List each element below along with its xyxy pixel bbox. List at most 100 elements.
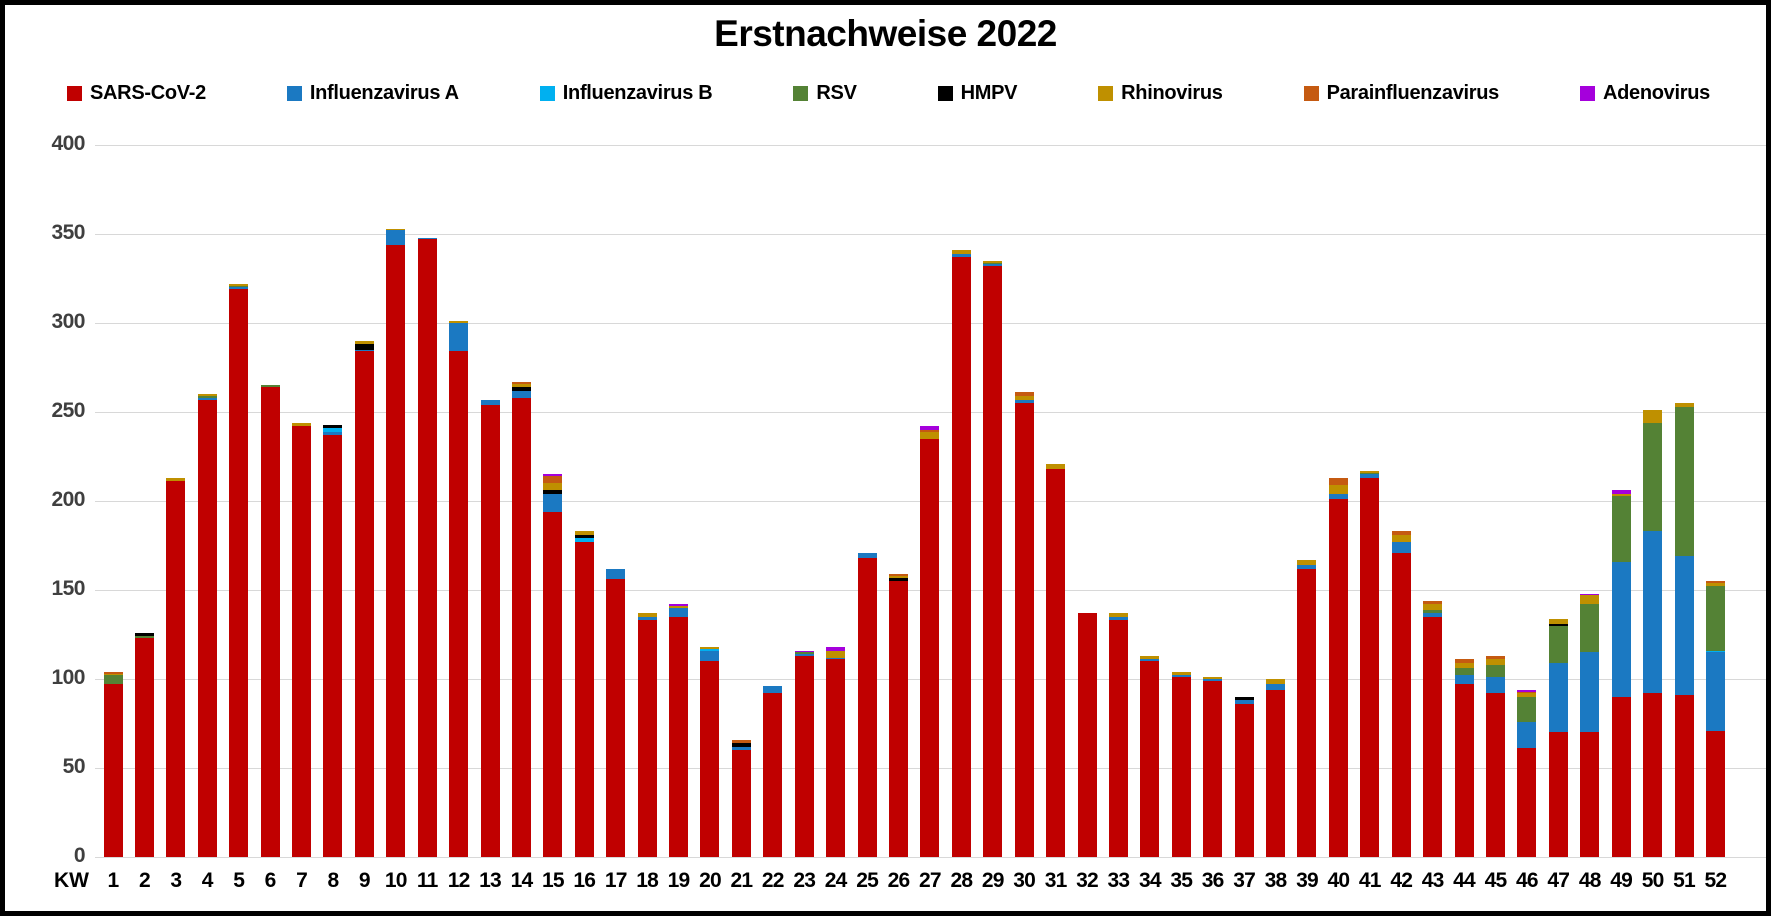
- bar-segment-influenzavirus-a: [229, 287, 249, 290]
- bar-segment-sars-cov-2: [1234, 703, 1254, 857]
- x-axis-label-week-35: 35: [1170, 869, 1193, 892]
- bar-segment-rsv: [197, 396, 217, 398]
- bar-segment-sars-cov-2: [449, 351, 469, 857]
- bar-segment-influenzavirus-a: [1297, 565, 1317, 569]
- x-axis-label-week-15: 15: [541, 869, 565, 892]
- bar-week-16: [574, 531, 594, 857]
- x-axis-label-week-29: 29: [981, 869, 1005, 892]
- legend-swatch-icon: [793, 85, 809, 101]
- bar-week-23: [794, 650, 814, 857]
- bar-segment-rhinovirus: [983, 260, 1003, 263]
- legend-swatch-icon: [67, 85, 82, 101]
- bar-segment-parainfluenzavirus: [1423, 600, 1443, 605]
- bar-segment-rhinovirus: [511, 383, 531, 388]
- x-axis-label-week-2: 2: [138, 869, 151, 892]
- gridline-y-400: [95, 144, 1766, 146]
- bar-week-30: [1014, 392, 1034, 857]
- bar-segment-influenzavirus-a: [1360, 474, 1380, 478]
- bar-week-25: [857, 552, 877, 857]
- bar-segment-sars-cov-2: [480, 404, 500, 857]
- bar-segment-adenovirus: [1611, 490, 1631, 494]
- bar-segment-parainfluenzavirus: [920, 429, 940, 432]
- legend-label: Influenzavirus A: [309, 81, 459, 104]
- x-axis-label-week-22: 22: [761, 869, 785, 892]
- x-axis-label-week-33: 33: [1107, 869, 1131, 892]
- bar-segment-parainfluenzavirus: [1454, 659, 1474, 664]
- bar-week-4: [197, 394, 217, 857]
- bar-segment-influenzavirus-a: [511, 390, 531, 398]
- legend-item-sars-cov-2: SARS-CoV-2: [67, 82, 206, 105]
- bar-segment-rhinovirus: [166, 477, 186, 482]
- bar-segment-sars-cov-2: [292, 426, 312, 857]
- bar-segment-rsv: [103, 675, 123, 685]
- bar-segment-sars-cov-2: [1454, 684, 1474, 857]
- bar-week-2: [134, 632, 154, 857]
- x-axis-label-week-46: 46: [1516, 869, 1539, 892]
- bar-week-7: [292, 422, 312, 857]
- bar-segment-rhinovirus: [103, 673, 123, 676]
- bar-segment-influenzavirus-a: [1108, 616, 1128, 621]
- plot-area: [95, 144, 1766, 858]
- bar-week-20: [700, 647, 720, 857]
- x-axis-label-week-19: 19: [667, 869, 691, 892]
- bar-segment-hmpv: [354, 344, 374, 350]
- bar-segment-influenzavirus-a: [1454, 675, 1474, 685]
- y-axis-tick-label: 350: [51, 221, 85, 244]
- x-axis-label-week-14: 14: [510, 869, 534, 892]
- bar-segment-sars-cov-2: [606, 579, 626, 857]
- bar-segment-hmpv: [889, 577, 908, 582]
- x-axis-label-week-30: 30: [1013, 869, 1036, 892]
- bar-segment-rhinovirus: [354, 340, 374, 345]
- bar-week-19: [669, 604, 689, 857]
- bar-week-3: [166, 477, 186, 857]
- legend-item-influenzavirus-b: Influenzavirus B: [539, 82, 713, 105]
- legend: SARS-CoV-2 Influenzavirus A Influenzavirus…: [67, 79, 1710, 107]
- legend-item-parainfluenzavirus: Parainfluenzavirus: [1303, 82, 1499, 105]
- bar-segment-influenzavirus-a: [669, 607, 689, 617]
- x-axis-label-week-34: 34: [1138, 869, 1162, 892]
- bar-segment-hmpv: [134, 632, 154, 637]
- bar-segment-sars-cov-2: [1643, 693, 1663, 857]
- bar-segment-influenzavirus-a: [197, 397, 217, 400]
- bar-segment-sars-cov-2: [1297, 568, 1317, 857]
- bar-segment-influenzavirus-a: [1014, 399, 1034, 404]
- bar-segment-rsv: [229, 285, 249, 288]
- legend-swatch-icon: [1098, 85, 1114, 101]
- bar-segment-sars-cov-2: [1266, 689, 1286, 857]
- bar-segment-rhinovirus: [951, 250, 971, 254]
- bar-segment-rsv: [1548, 625, 1568, 663]
- x-axis-label-week-17: 17: [604, 869, 628, 892]
- bar-segment-influenzavirus-b: [1705, 650, 1725, 653]
- bar-segment-sars-cov-2: [197, 399, 217, 857]
- legend-item-rsv: RSV: [793, 82, 857, 105]
- bar-segment-rsv: [260, 385, 280, 388]
- bar-segment-adenovirus: [669, 604, 689, 607]
- y-axis-tick-label: 250: [51, 399, 85, 422]
- bar-week-51: [1674, 403, 1694, 857]
- bar-segment-sars-cov-2: [1423, 616, 1443, 857]
- bar-week-6: [260, 385, 280, 857]
- bar-segment-rhinovirus: [826, 650, 846, 658]
- bar-segment-rsv: [983, 262, 1003, 265]
- bar-segment-hmpv: [731, 743, 751, 747]
- bar-segment-adenovirus: [794, 650, 814, 653]
- bar-segment-sars-cov-2: [1171, 677, 1191, 857]
- bar-week-40: [1328, 477, 1348, 857]
- bar-segment-rhinovirus: [1705, 582, 1725, 587]
- bar-week-26: [889, 574, 908, 857]
- bar-week-13: [480, 399, 500, 857]
- bar-segment-rsv: [1643, 422, 1663, 532]
- x-axis-label-week-44: 44: [1453, 869, 1476, 892]
- bar-week-42: [1391, 531, 1411, 857]
- x-axis-label-week-52: 52: [1704, 869, 1728, 892]
- x-axis-label-week-47: 47: [1547, 869, 1570, 892]
- bar-segment-influenzavirus-a: [1517, 721, 1537, 749]
- x-axis-label-week-40: 40: [1327, 869, 1350, 892]
- x-axis-label-week-24: 24: [824, 869, 848, 892]
- bar-segment-rhinovirus: [700, 647, 720, 649]
- bar-segment-influenzavirus-a: [1485, 677, 1505, 694]
- bar-segment-sars-cov-2: [103, 684, 123, 857]
- bar-segment-sars-cov-2: [1140, 661, 1160, 857]
- y-axis-tick-label: 200: [51, 488, 85, 511]
